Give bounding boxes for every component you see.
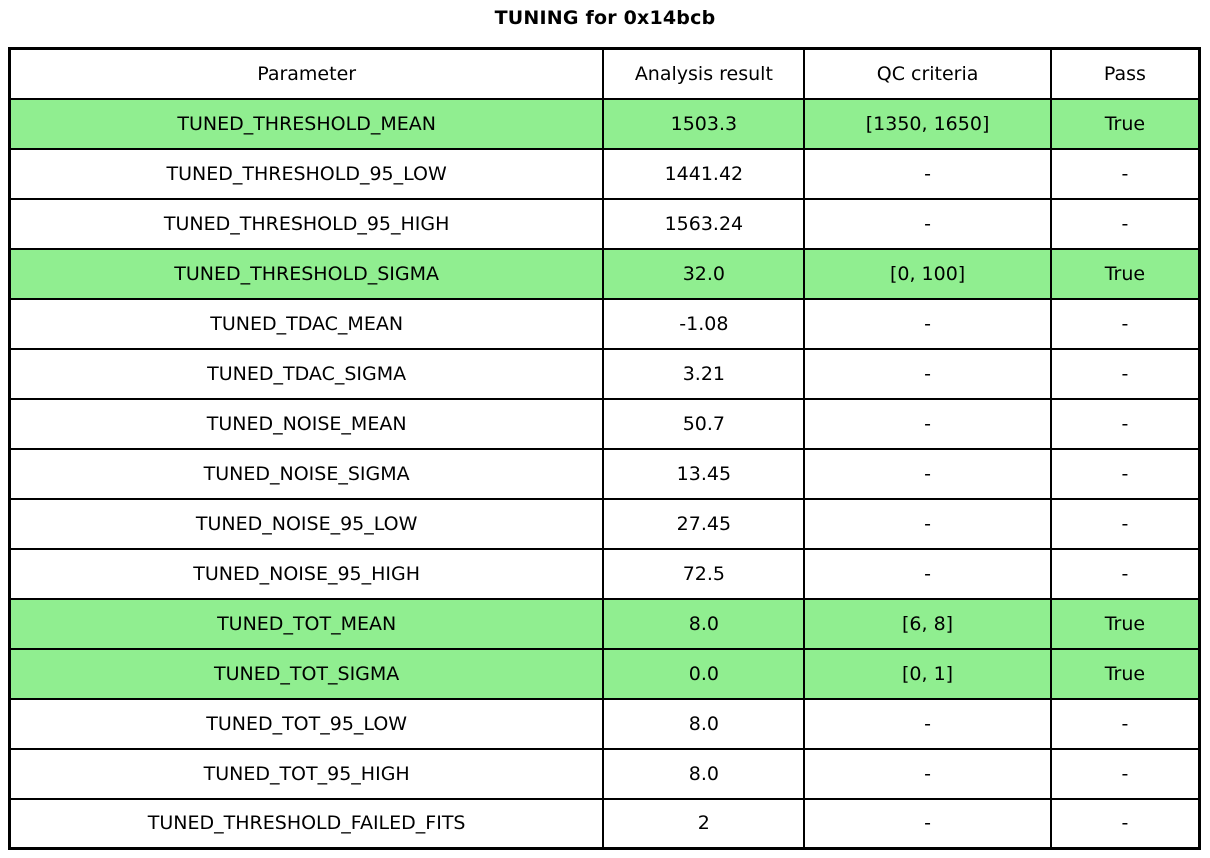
qc-criteria-cell: - [803,147,1052,200]
pass-cell: - [1049,297,1201,350]
analysis-result-cell: 1563.24 [602,197,806,250]
pass-cell: - [1049,747,1201,800]
table-row: TUNED_TDAC_MEAN -1.08 - - [8,297,1201,350]
pass-cell: True [1049,247,1201,300]
qc-criteria-cell: - [803,547,1052,600]
analysis-result-cell: 1441.42 [602,147,806,200]
parameter-cell: TUNED_THRESHOLD_95_LOW [8,147,605,200]
table-body: TUNED_THRESHOLD_MEAN 1503.3 [1350, 1650]… [8,97,1201,850]
parameter-cell: TUNED_TOT_MEAN [8,597,605,650]
pass-cell: - [1049,197,1201,250]
parameter-cell: TUNED_TDAC_SIGMA [8,347,605,400]
parameter-cell: TUNED_NOISE_SIGMA [8,447,605,500]
analysis-result-cell: 8.0 [602,697,806,750]
analysis-result-cell: 32.0 [602,247,806,300]
analysis-result-cell: 50.7 [602,397,806,450]
pass-cell: - [1049,497,1201,550]
qc-criteria-cell: - [803,497,1052,550]
parameter-cell: TUNED_TDAC_MEAN [8,297,605,350]
analysis-result-cell: 3.21 [602,347,806,400]
table-row: TUNED_TOT_SIGMA 0.0 [0, 1] True [8,647,1201,700]
pass-cell: - [1049,547,1201,600]
table-row: TUNED_THRESHOLD_95_LOW 1441.42 - - [8,147,1201,200]
qc-criteria-cell: [0, 1] [803,647,1052,700]
table-row: TUNED_THRESHOLD_95_HIGH 1563.24 - - [8,197,1201,250]
table-row: TUNED_NOISE_95_HIGH 72.5 - - [8,547,1201,600]
table-row: TUNED_TDAC_SIGMA 3.21 - - [8,347,1201,400]
qc-criteria-cell: - [803,197,1052,250]
page-title: TUNING for 0x14bcb [494,7,716,29]
column-header-analysis-result: Analysis result [602,47,806,100]
table-row: TUNED_THRESHOLD_FAILED_FITS 2 - - [8,797,1201,850]
tuning-qc-table: Parameter Analysis result QC criteria Pa… [8,47,1201,850]
qc-criteria-cell: - [803,297,1052,350]
analysis-result-cell: 72.5 [602,547,806,600]
qc-criteria-cell: - [803,797,1052,850]
analysis-result-cell: 27.45 [602,497,806,550]
parameter-cell: TUNED_TOT_95_HIGH [8,747,605,800]
column-header-parameter: Parameter [8,47,605,100]
table-row: TUNED_TOT_MEAN 8.0 [6, 8] True [8,597,1201,650]
analysis-result-cell: -1.08 [602,297,806,350]
parameter-cell: TUNED_NOISE_95_HIGH [8,547,605,600]
header-row: Parameter Analysis result QC criteria Pa… [8,47,1201,100]
analysis-result-cell: 1503.3 [602,97,806,150]
table-row: TUNED_THRESHOLD_MEAN 1503.3 [1350, 1650]… [8,97,1201,150]
analysis-result-cell: 8.0 [602,597,806,650]
pass-cell: - [1049,797,1201,850]
parameter-cell: TUNED_TOT_95_LOW [8,697,605,750]
table-row: TUNED_TOT_95_LOW 8.0 - - [8,697,1201,750]
qc-criteria-cell: - [803,347,1052,400]
parameter-cell: TUNED_NOISE_MEAN [8,397,605,450]
column-header-qc-criteria: QC criteria [803,47,1052,100]
analysis-result-cell: 13.45 [602,447,806,500]
table-row: TUNED_THRESHOLD_SIGMA 32.0 [0, 100] True [8,247,1201,300]
parameter-cell: TUNED_NOISE_95_LOW [8,497,605,550]
pass-cell: - [1049,147,1201,200]
pass-cell: True [1049,97,1201,150]
parameter-cell: TUNED_THRESHOLD_95_HIGH [8,197,605,250]
pass-cell: True [1049,647,1201,700]
table-row: TUNED_NOISE_95_LOW 27.45 - - [8,497,1201,550]
table-row: TUNED_NOISE_MEAN 50.7 - - [8,397,1201,450]
qc-criteria-cell: [6, 8] [803,597,1052,650]
table-row: TUNED_TOT_95_HIGH 8.0 - - [8,747,1201,800]
qc-criteria-cell: [1350, 1650] [803,97,1052,150]
analysis-result-cell: 0.0 [602,647,806,700]
parameter-cell: TUNED_THRESHOLD_MEAN [8,97,605,150]
qc-criteria-cell: - [803,697,1052,750]
qc-criteria-cell: - [803,397,1052,450]
qc-criteria-cell: - [803,447,1052,500]
qc-criteria-cell: - [803,747,1052,800]
pass-cell: - [1049,697,1201,750]
analysis-result-cell: 2 [602,797,806,850]
pass-cell: - [1049,347,1201,400]
qc-criteria-cell: [0, 100] [803,247,1052,300]
parameter-cell: TUNED_THRESHOLD_SIGMA [8,247,605,300]
column-header-pass: Pass [1049,47,1201,100]
table-row: TUNED_NOISE_SIGMA 13.45 - - [8,447,1201,500]
analysis-result-cell: 8.0 [602,747,806,800]
parameter-cell: TUNED_TOT_SIGMA [8,647,605,700]
pass-cell: - [1049,397,1201,450]
pass-cell: - [1049,447,1201,500]
parameter-cell: TUNED_THRESHOLD_FAILED_FITS [8,797,605,850]
pass-cell: True [1049,597,1201,650]
